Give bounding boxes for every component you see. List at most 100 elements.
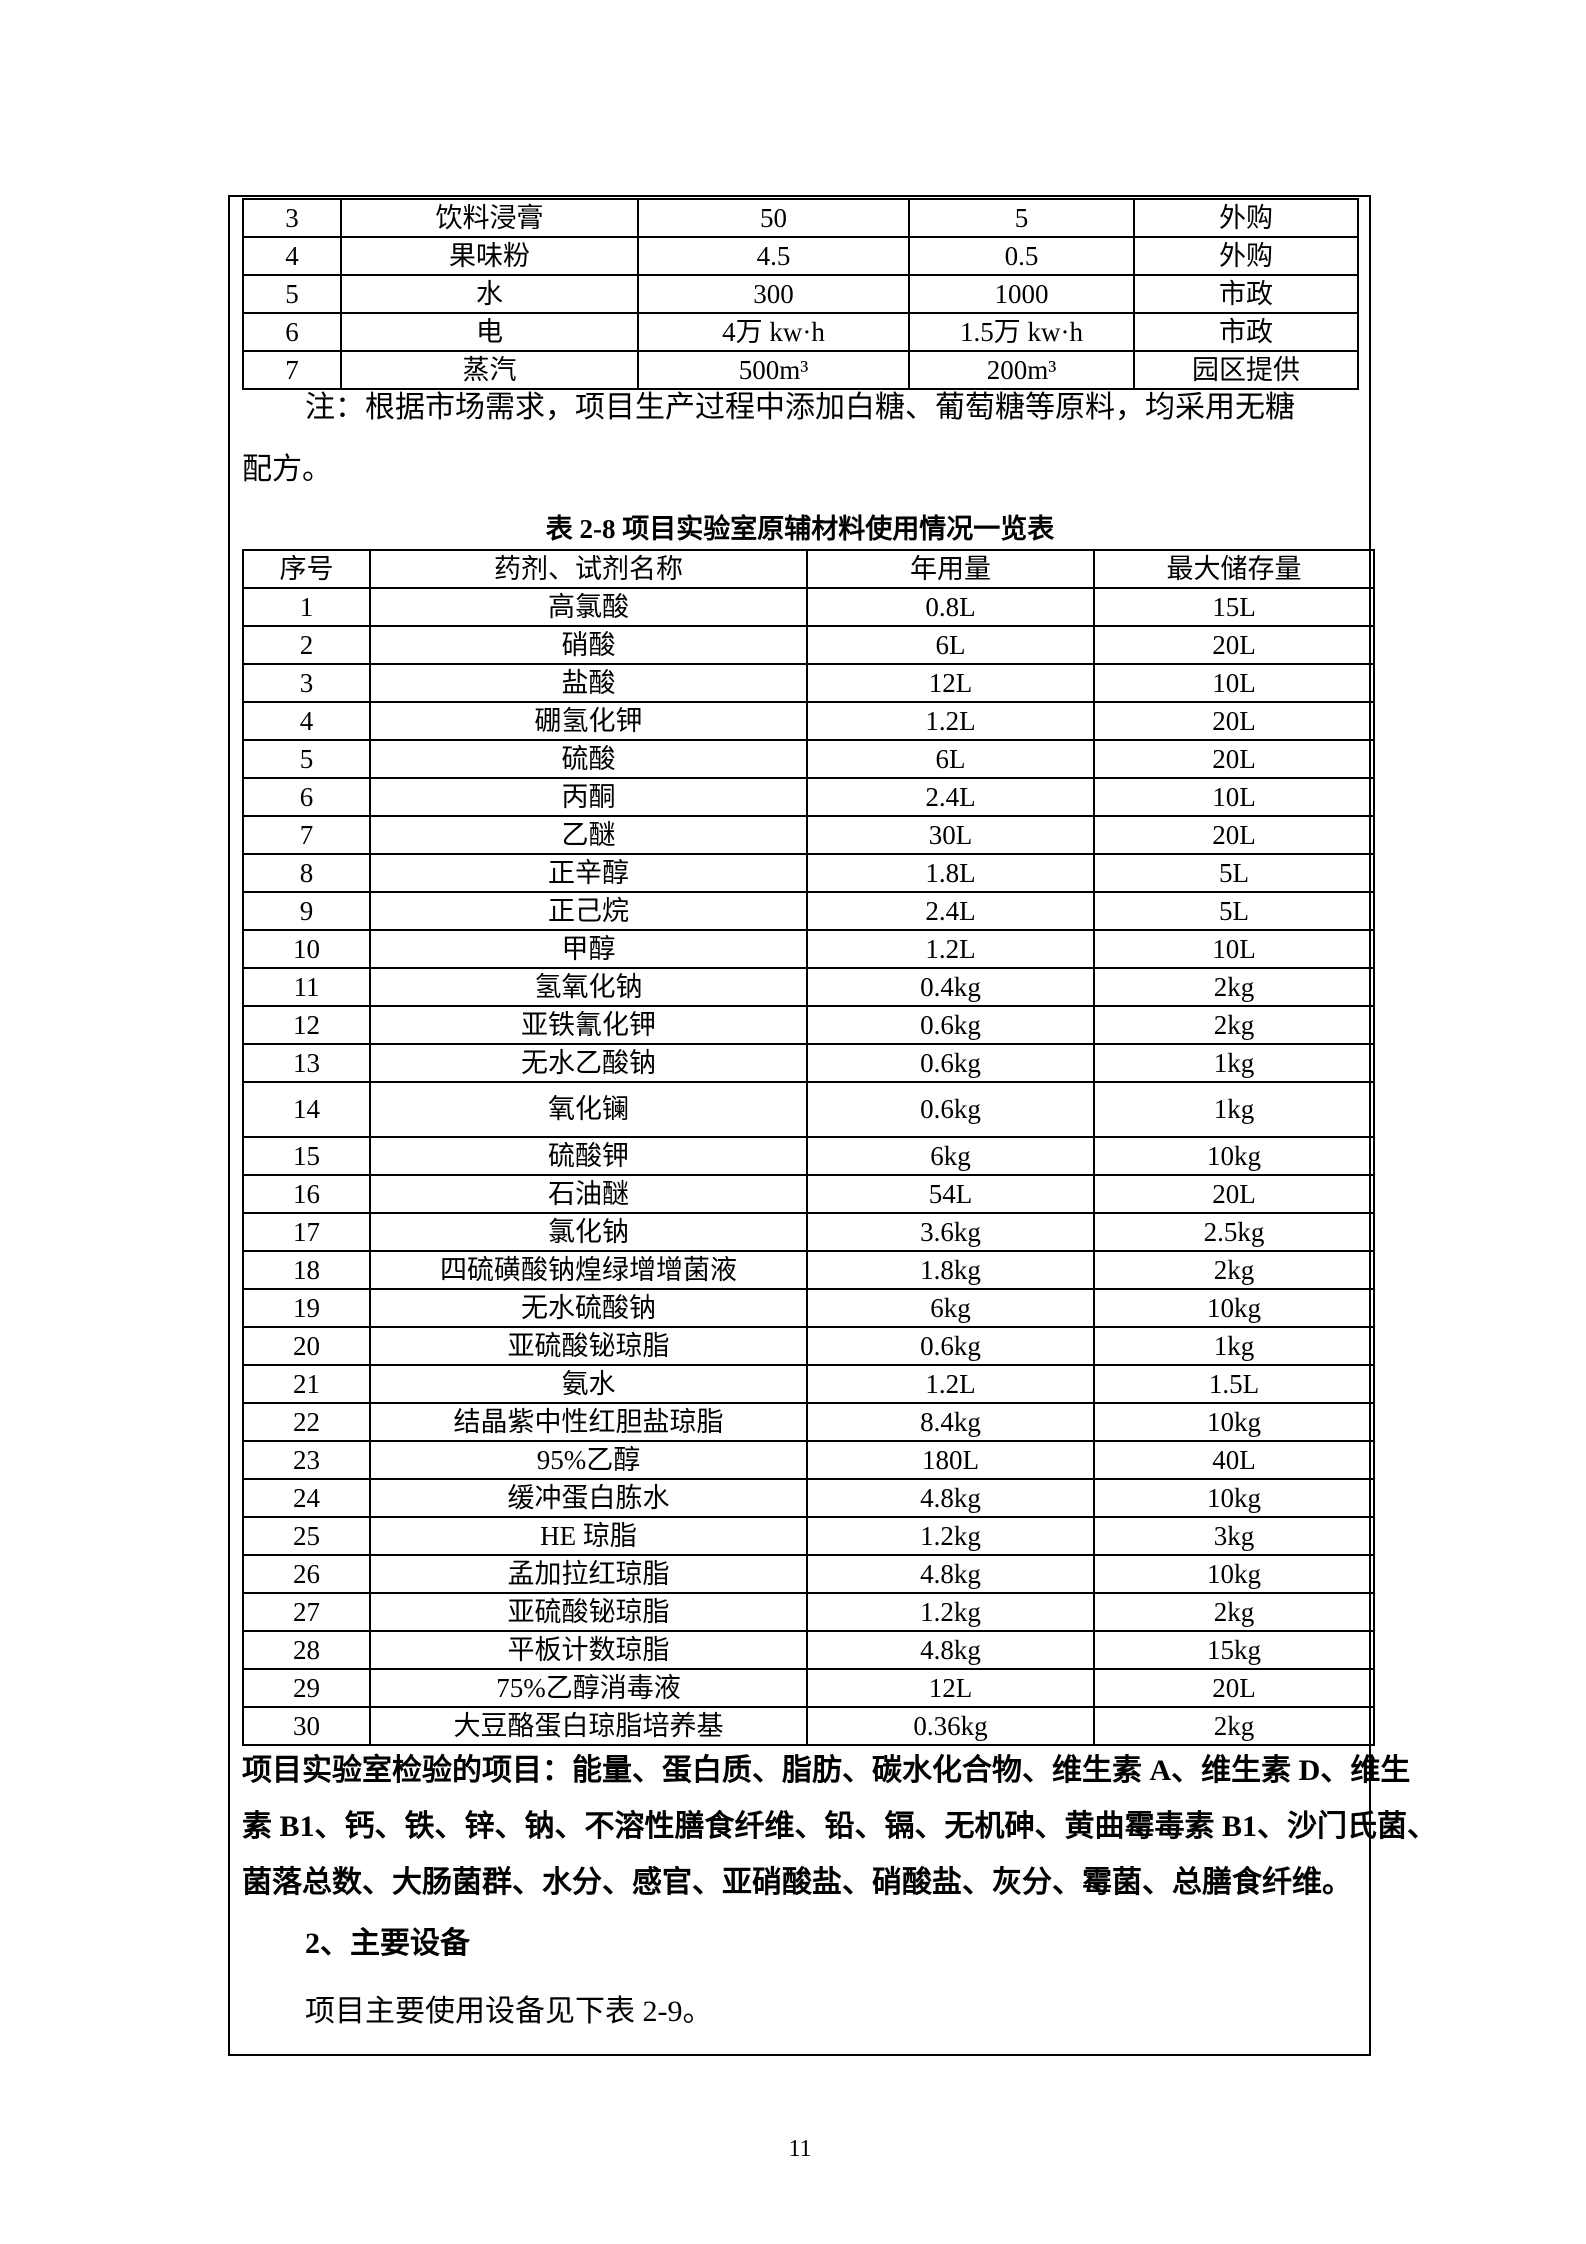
table-cell: 4.8kg <box>806 1630 1095 1670</box>
table-row: 6 电 4万 kw·h 1.5万 kw·h 市政 <box>242 312 1359 352</box>
table-cell: 9 <box>242 891 371 931</box>
table-cell: 2kg <box>1093 1005 1375 1045</box>
table-cell: 5 <box>242 739 371 779</box>
table-cell: 果味粉 <box>340 236 639 276</box>
table-row: 6 丙酮 2.4L 10L <box>242 777 1375 817</box>
table-cell: 6 <box>242 312 342 352</box>
table-cell: 丙酮 <box>369 777 808 817</box>
table-cell: HE 琼脂 <box>369 1516 808 1556</box>
table-cell: 7 <box>242 815 371 855</box>
table-cell: 10kg <box>1093 1478 1375 1518</box>
table-cell: 8 <box>242 853 371 893</box>
table-cell: 甲醇 <box>369 929 808 969</box>
table-cell: 20L <box>1093 739 1375 779</box>
table-cell: 20L <box>1093 625 1375 665</box>
table-cell: 5 <box>242 274 342 314</box>
table-row: 12 亚铁氰化钾 0.6kg 2kg <box>242 1005 1375 1045</box>
table-cell: 1.2L <box>806 701 1095 741</box>
note-line-2: 配方。 <box>242 453 332 486</box>
table-row: 17 氯化钠 3.6kg 2.5kg <box>242 1212 1375 1252</box>
table-cell: 2.4L <box>806 891 1095 931</box>
table-cell: 15 <box>242 1136 371 1176</box>
table-cell: 10kg <box>1093 1136 1375 1176</box>
table-cell: 1kg <box>1093 1081 1375 1138</box>
table-cell: 外购 <box>1133 198 1359 238</box>
table-row: 18 四硫磺酸钠煌绿增增菌液 1.8kg 2kg <box>242 1250 1375 1290</box>
table-cell: 3 <box>242 198 342 238</box>
table-cell: 蒸汽 <box>340 350 639 390</box>
table-row: 13 无水乙酸钠 0.6kg 1kg <box>242 1043 1375 1083</box>
table-cell: 15L <box>1093 587 1375 627</box>
table-cell: 0.6kg <box>806 1326 1095 1366</box>
table-row: 4 硼氢化钾 1.2L 20L <box>242 701 1375 741</box>
table-cell: 1kg <box>1093 1043 1375 1083</box>
table-row: 4 果味粉 4.5 0.5 外购 <box>242 236 1359 276</box>
materials-table-continued: 3 饮料浸膏 50 5 外购 4 果味粉 4.5 0.5 外购 5 水 300 1000 市政 6 电 4万 kw… <box>242 198 1359 390</box>
table-cell: 16 <box>242 1174 371 1214</box>
table-cell: 结晶紫中性红胆盐琼脂 <box>369 1402 808 1442</box>
table-cell: 30L <box>806 815 1095 855</box>
table-cell: 24 <box>242 1478 371 1518</box>
table-cell: 0.6kg <box>806 1043 1095 1083</box>
table-cell: 10kg <box>1093 1288 1375 1328</box>
table-cell: 盐酸 <box>369 663 808 703</box>
table-cell: 2 <box>242 625 371 665</box>
table-cell: 氯化钠 <box>369 1212 808 1252</box>
table-cell: 1.2kg <box>806 1516 1095 1556</box>
table-cell: 0.5 <box>908 236 1135 276</box>
table-cell: 石油醚 <box>369 1174 808 1214</box>
test-items-line-2: 素 B1、钙、铁、锌、钠、不溶性膳食纤维、铅、镉、无机砷、黄曲霉毒素 B1、沙门… <box>242 1810 1438 1843</box>
table-cell: 正己烷 <box>369 891 808 931</box>
test-items-line-3: 菌落总数、大肠菌群、水分、感官、亚硝酸盐、硝酸盐、灰分、霉菌、总膳食纤维。 <box>242 1866 1352 1899</box>
table-cell: 1000 <box>908 274 1135 314</box>
table-cell: 19 <box>242 1288 371 1328</box>
header-cell: 药剂、试剂名称 <box>369 549 808 589</box>
table-cell: 12 <box>242 1005 371 1045</box>
table-cell: 0.6kg <box>806 1005 1095 1045</box>
table-row: 7 蒸汽 500m³ 200m³ 园区提供 <box>242 350 1359 390</box>
table-header-row: 序号 药剂、试剂名称 年用量 最大储存量 <box>242 549 1375 589</box>
lab-materials-table: 序号 药剂、试剂名称 年用量 最大储存量 1 高氯酸 0.8L 15L 2 硝酸 6L 20L… <box>242 549 1375 1746</box>
table-cell: 2kg <box>1093 1592 1375 1632</box>
table-cell: 14 <box>242 1081 371 1138</box>
table-cell: 1.5万 kw·h <box>908 312 1135 352</box>
table-cell: 21 <box>242 1364 371 1404</box>
table-cell: 20L <box>1093 701 1375 741</box>
table-cell: 95%乙醇 <box>369 1440 808 1480</box>
table-row: 11 氢氧化钠 0.4kg 2kg <box>242 967 1375 1007</box>
table-cell: 200m³ <box>908 350 1135 390</box>
table-row: 21 氨水 1.2L 1.5L <box>242 1364 1375 1404</box>
table-cell: 6kg <box>806 1288 1095 1328</box>
table-cell: 大豆酪蛋白琼脂培养基 <box>369 1706 808 1746</box>
table-cell: 乙醚 <box>369 815 808 855</box>
table-cell: 市政 <box>1133 274 1359 314</box>
table-cell: 50 <box>637 198 910 238</box>
table-cell: 水 <box>340 274 639 314</box>
table-row: 7 乙醚 30L 20L <box>242 815 1375 855</box>
table-cell: 28 <box>242 1630 371 1670</box>
header-cell: 年用量 <box>806 549 1095 589</box>
table-cell: 18 <box>242 1250 371 1290</box>
table-cell: 亚铁氰化钾 <box>369 1005 808 1045</box>
table-cell: 无水乙酸钠 <box>369 1043 808 1083</box>
table-cell: 5L <box>1093 891 1375 931</box>
table-cell: 10kg <box>1093 1402 1375 1442</box>
section-text: 项目主要使用设备见下表 2-9。 <box>305 1995 713 2028</box>
table-cell: 4万 kw·h <box>637 312 910 352</box>
header-cell: 序号 <box>242 549 371 589</box>
table-cell: 6L <box>806 625 1095 665</box>
table-cell: 20L <box>1093 1668 1375 1708</box>
table-cell: 市政 <box>1133 312 1359 352</box>
table-caption: 表 2-8 项目实验室原辅材料使用情况一览表 <box>545 514 1055 544</box>
table-row: 30 大豆酪蛋白琼脂培养基 0.36kg 2kg <box>242 1706 1375 1746</box>
table-cell: 11 <box>242 967 371 1007</box>
page-number: 11 <box>788 2136 812 2162</box>
table-cell: 1.2L <box>806 929 1095 969</box>
table-cell: 4.8kg <box>806 1554 1095 1594</box>
table-cell: 10L <box>1093 777 1375 817</box>
table-row: 14 氧化镧 0.6kg 1kg <box>242 1081 1375 1138</box>
table-cell: 5 <box>908 198 1135 238</box>
table-cell: 0.8L <box>806 587 1095 627</box>
table-cell: 2kg <box>1093 1250 1375 1290</box>
table-cell: 20L <box>1093 1174 1375 1214</box>
